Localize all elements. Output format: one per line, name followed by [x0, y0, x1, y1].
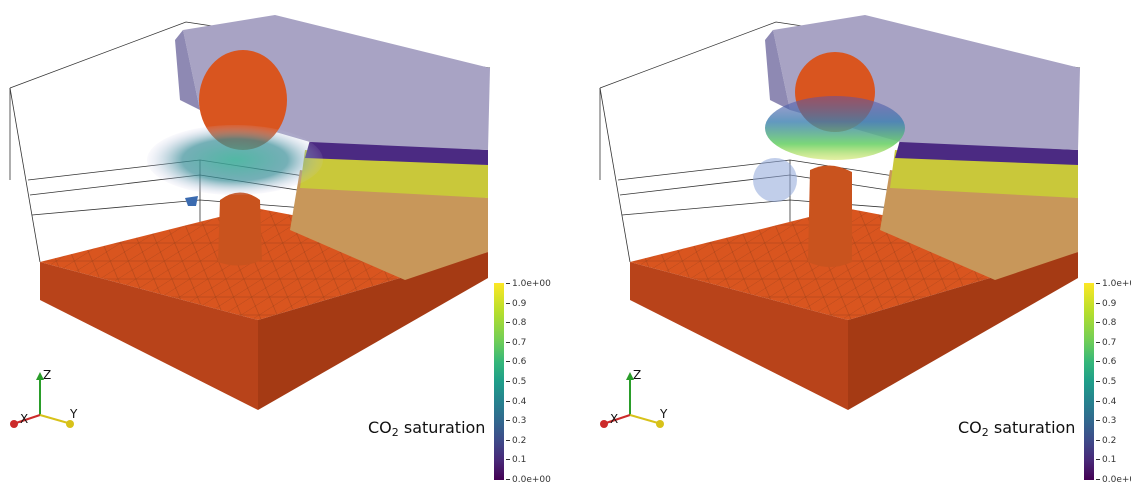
colorbar-tick: 0.9	[1096, 299, 1116, 309]
axes-triad	[10, 372, 74, 428]
y-axis-label: Y	[660, 407, 668, 421]
colorbar-gradient	[494, 283, 504, 480]
colorbar-tick: 0.1	[1096, 456, 1116, 465]
colorbar-ticks: 1.0e+00 0.9 0.8 0.7 0.6 0.5 0.4 0.3 0.2 …	[506, 280, 566, 485]
colorbar-title: CO2 saturation	[368, 418, 486, 439]
colorbar-tick: 0.3	[1096, 417, 1116, 426]
y-axis-arrow	[39, 414, 69, 424]
colorbar-tick: 0.5	[506, 378, 526, 387]
colorbar-gradient	[1084, 283, 1094, 480]
dome-structure	[199, 50, 287, 150]
reservoir-3d-render	[599, 15, 1081, 410]
injection-marker	[185, 196, 198, 206]
y-axis-arrowhead	[66, 420, 74, 428]
co2-plume	[147, 125, 323, 195]
colorbar-tick: 0.4	[506, 397, 526, 407]
co2-plume	[765, 96, 905, 160]
colorbar-tick: 0.2	[506, 436, 526, 446]
render-panel-right: Z X Y CO2 saturation 1.0e+00 0.9 0.8 0.7…	[590, 0, 1131, 488]
colorbar-tick: 0.8	[506, 319, 526, 328]
x-axis-arrow	[605, 414, 631, 424]
colorbar-tick: 0.7	[1096, 338, 1116, 348]
colorbar-tick: 0.8	[1096, 319, 1116, 328]
colorbar-tick: 1.0e+00	[506, 280, 551, 289]
x-axis-label: X	[610, 412, 619, 426]
colorbar-ticks: 1.0e+00 0.9 0.8 0.7 0.6 0.5 0.4 0.3 0.2 …	[1096, 280, 1131, 485]
colorbar-tick: 0.4	[1096, 397, 1116, 407]
injection-column	[218, 192, 262, 266]
x-axis-arrowhead	[600, 420, 608, 428]
colorbar-tick: 0.1	[506, 456, 526, 465]
z-axis-label: Z	[633, 368, 642, 382]
x-axis-label: X	[20, 412, 29, 426]
colorbar-tick: 0.0e+00	[1096, 476, 1131, 485]
z-axis-arrowhead	[36, 372, 44, 380]
colorbar-tick: 0.2	[1096, 436, 1116, 446]
colorbar-tick: 0.6	[506, 358, 526, 367]
x-axis-arrowhead	[10, 420, 18, 428]
render-panel-left: Z X Y CO2 saturation 1.0e+00 0.9 0.8 0.7…	[0, 0, 560, 488]
colorbar-tick: 0.3	[506, 417, 526, 426]
colorbar-tick: 0.5	[1096, 378, 1116, 387]
co2-plume-fringe	[753, 158, 797, 202]
injection-column	[808, 165, 852, 267]
reservoir-3d-render	[9, 15, 491, 410]
y-axis-label: Y	[70, 407, 78, 421]
colorbar-title: CO2 saturation	[958, 418, 1076, 439]
colorbar-tick: 0.7	[506, 338, 526, 348]
z-axis-label: Z	[43, 368, 52, 382]
z-axis-arrowhead	[626, 372, 634, 380]
colorbar-tick: 1.0e+00	[1096, 280, 1131, 289]
y-axis-arrow	[629, 414, 659, 424]
axes-triad	[600, 372, 664, 428]
colorbar-tick: 0.9	[506, 299, 526, 309]
colorbar-tick: 0.6	[1096, 358, 1116, 367]
colorbar-tick: 0.0e+00	[506, 476, 551, 485]
x-axis-arrow	[15, 414, 41, 424]
y-axis-arrowhead	[656, 420, 664, 428]
